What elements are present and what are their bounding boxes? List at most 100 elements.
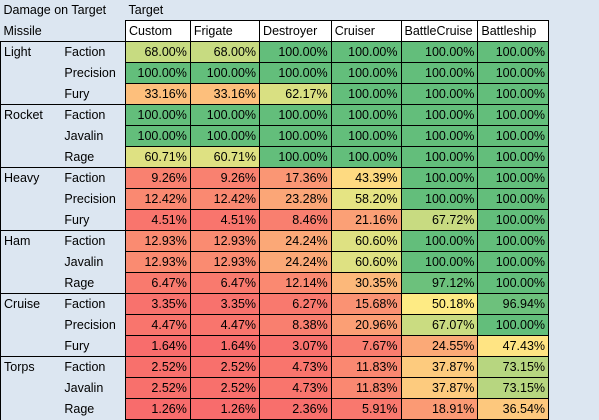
- damage-cell[interactable]: 15.68%: [331, 294, 401, 315]
- damage-cell[interactable]: 6.47%: [190, 273, 259, 294]
- damage-cell[interactable]: 100.00%: [478, 273, 549, 294]
- damage-cell[interactable]: 12.93%: [126, 231, 191, 252]
- damage-cell[interactable]: 97.12%: [401, 273, 478, 294]
- damage-cell[interactable]: 37.87%: [401, 357, 478, 378]
- damage-cell[interactable]: 2.52%: [190, 357, 259, 378]
- damage-cell[interactable]: 100.00%: [401, 189, 478, 210]
- damage-cell[interactable]: 100.00%: [190, 63, 259, 84]
- damage-cell[interactable]: 100.00%: [126, 63, 191, 84]
- damage-cell[interactable]: 12.93%: [126, 252, 191, 273]
- damage-cell[interactable]: 100.00%: [260, 147, 332, 168]
- damage-cell[interactable]: 12.93%: [190, 231, 259, 252]
- damage-cell[interactable]: 100.00%: [126, 105, 191, 126]
- damage-cell[interactable]: 60.71%: [126, 147, 191, 168]
- damage-cell[interactable]: 100.00%: [478, 315, 549, 336]
- column-header[interactable]: Custom: [126, 21, 191, 42]
- damage-cell[interactable]: 100.00%: [260, 105, 332, 126]
- damage-cell[interactable]: 62.17%: [260, 84, 332, 105]
- damage-cell[interactable]: 3.35%: [126, 294, 191, 315]
- damage-cell[interactable]: 8.38%: [260, 315, 332, 336]
- damage-cell[interactable]: 100.00%: [401, 252, 478, 273]
- damage-cell[interactable]: 100.00%: [478, 231, 549, 252]
- damage-cell[interactable]: 100.00%: [401, 84, 478, 105]
- damage-cell[interactable]: 100.00%: [478, 63, 549, 84]
- damage-cell[interactable]: 2.52%: [126, 378, 191, 399]
- damage-cell[interactable]: 1.26%: [126, 399, 191, 420]
- damage-cell[interactable]: 100.00%: [190, 126, 259, 147]
- damage-cell[interactable]: 11.83%: [331, 378, 401, 399]
- damage-cell[interactable]: 3.35%: [190, 294, 259, 315]
- column-header[interactable]: Cruiser: [331, 21, 401, 42]
- damage-cell[interactable]: 12.93%: [190, 252, 259, 273]
- damage-cell[interactable]: 100.00%: [478, 42, 549, 63]
- damage-cell[interactable]: 68.00%: [126, 42, 191, 63]
- damage-cell[interactable]: 6.47%: [126, 273, 191, 294]
- damage-cell[interactable]: 67.07%: [401, 315, 478, 336]
- damage-cell[interactable]: 100.00%: [478, 126, 549, 147]
- damage-cell[interactable]: 4.73%: [260, 378, 332, 399]
- damage-cell[interactable]: 100.00%: [478, 210, 549, 231]
- damage-cell[interactable]: 60.60%: [331, 231, 401, 252]
- damage-cell[interactable]: 12.42%: [126, 189, 191, 210]
- damage-cell[interactable]: 100.00%: [331, 105, 401, 126]
- column-header[interactable]: Frigate: [190, 21, 259, 42]
- damage-cell[interactable]: 43.39%: [331, 168, 401, 189]
- column-header[interactable]: Battleship: [478, 21, 549, 42]
- damage-cell[interactable]: 100.00%: [190, 105, 259, 126]
- damage-cell[interactable]: 24.24%: [260, 252, 332, 273]
- damage-cell[interactable]: 47.43%: [478, 336, 549, 357]
- damage-cell[interactable]: 3.07%: [260, 336, 332, 357]
- damage-cell[interactable]: 18.91%: [401, 399, 478, 420]
- damage-cell[interactable]: 100.00%: [260, 63, 332, 84]
- damage-cell[interactable]: 20.96%: [331, 315, 401, 336]
- damage-cell[interactable]: 50.18%: [401, 294, 478, 315]
- damage-cell[interactable]: 2.36%: [260, 399, 332, 420]
- damage-cell[interactable]: 33.16%: [190, 84, 259, 105]
- damage-cell[interactable]: 24.55%: [401, 336, 478, 357]
- damage-cell[interactable]: 100.00%: [478, 147, 549, 168]
- damage-cell[interactable]: 100.00%: [478, 105, 549, 126]
- damage-cell[interactable]: 6.27%: [260, 294, 332, 315]
- damage-cell[interactable]: 8.46%: [260, 210, 332, 231]
- damage-cell[interactable]: 100.00%: [331, 147, 401, 168]
- damage-cell[interactable]: 73.15%: [478, 378, 549, 399]
- damage-cell[interactable]: 2.52%: [190, 378, 259, 399]
- damage-cell[interactable]: 100.00%: [331, 42, 401, 63]
- damage-cell[interactable]: 37.87%: [401, 378, 478, 399]
- damage-cell[interactable]: 100.00%: [478, 168, 549, 189]
- damage-cell[interactable]: 100.00%: [401, 168, 478, 189]
- damage-cell[interactable]: 100.00%: [478, 189, 549, 210]
- damage-cell[interactable]: 21.16%: [331, 210, 401, 231]
- damage-cell[interactable]: 100.00%: [260, 126, 332, 147]
- damage-cell[interactable]: 100.00%: [401, 63, 478, 84]
- column-header[interactable]: BattleCruise: [401, 21, 478, 42]
- damage-cell[interactable]: 12.14%: [260, 273, 332, 294]
- damage-cell[interactable]: 1.26%: [190, 399, 259, 420]
- damage-cell[interactable]: 9.26%: [190, 168, 259, 189]
- damage-cell[interactable]: 68.00%: [190, 42, 259, 63]
- damage-cell[interactable]: 100.00%: [478, 252, 549, 273]
- damage-cell[interactable]: 4.51%: [126, 210, 191, 231]
- damage-cell[interactable]: 60.71%: [190, 147, 259, 168]
- damage-cell[interactable]: 11.83%: [331, 357, 401, 378]
- damage-cell[interactable]: 73.15%: [478, 357, 549, 378]
- damage-cell[interactable]: 1.64%: [126, 336, 191, 357]
- damage-cell[interactable]: 12.42%: [190, 189, 259, 210]
- damage-cell[interactable]: 100.00%: [331, 63, 401, 84]
- damage-cell[interactable]: 100.00%: [401, 42, 478, 63]
- damage-cell[interactable]: 7.67%: [331, 336, 401, 357]
- damage-cell[interactable]: 1.64%: [190, 336, 259, 357]
- damage-cell[interactable]: 5.91%: [331, 399, 401, 420]
- damage-cell[interactable]: 100.00%: [401, 147, 478, 168]
- damage-cell[interactable]: 100.00%: [331, 126, 401, 147]
- damage-cell[interactable]: 96.94%: [478, 294, 549, 315]
- damage-cell[interactable]: 33.16%: [126, 84, 191, 105]
- damage-cell[interactable]: 2.52%: [126, 357, 191, 378]
- damage-cell[interactable]: 4.51%: [190, 210, 259, 231]
- damage-cell[interactable]: 100.00%: [401, 105, 478, 126]
- damage-cell[interactable]: 9.26%: [126, 168, 191, 189]
- damage-cell[interactable]: 23.28%: [260, 189, 332, 210]
- damage-cell[interactable]: 4.47%: [126, 315, 191, 336]
- damage-cell[interactable]: 100.00%: [126, 126, 191, 147]
- damage-cell[interactable]: 100.00%: [401, 126, 478, 147]
